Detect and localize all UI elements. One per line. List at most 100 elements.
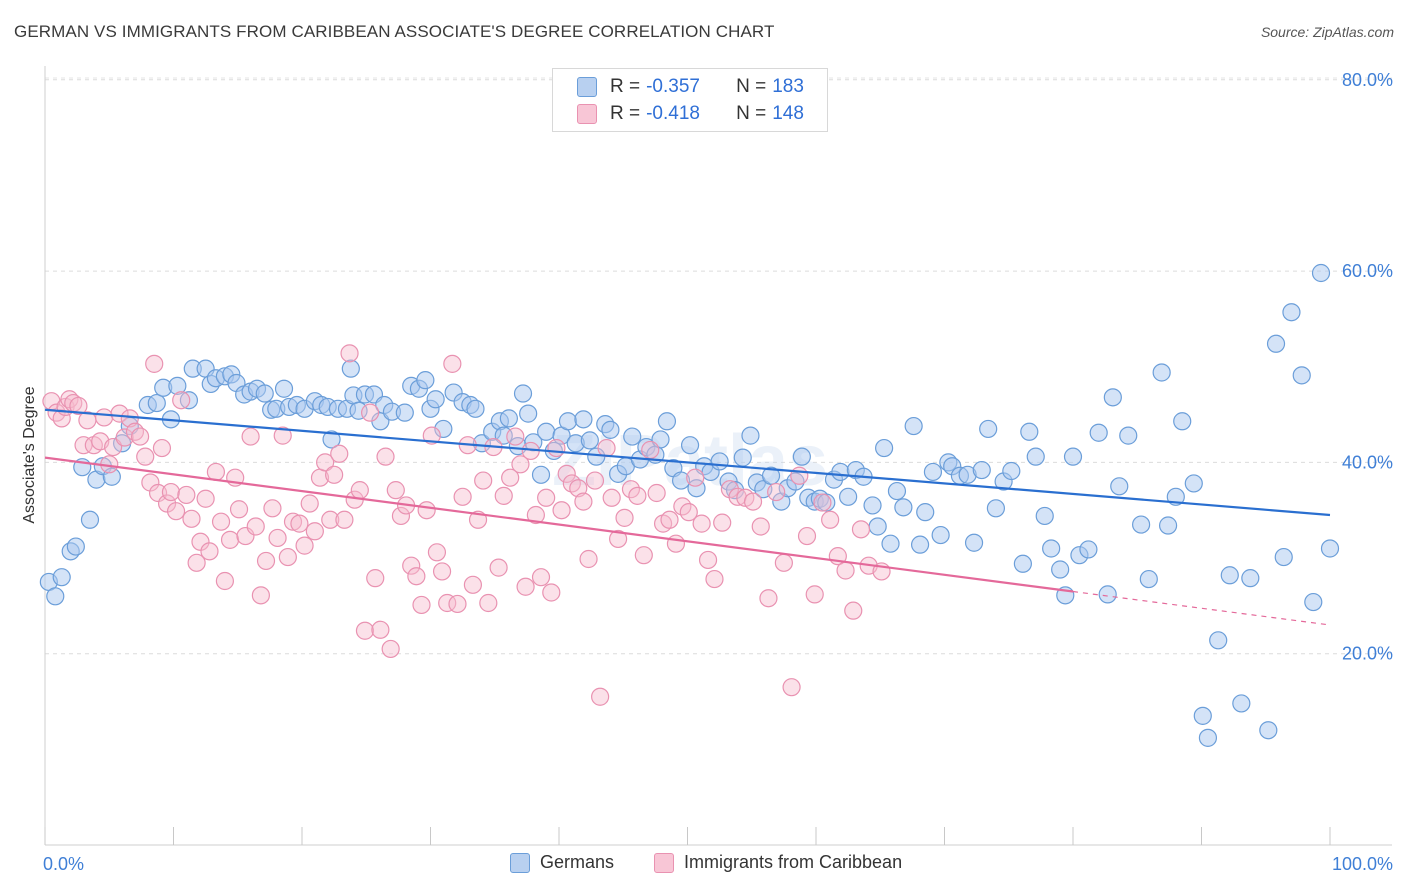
caribbean-point (506, 427, 525, 446)
caribbean-point (386, 481, 405, 500)
germans-point (531, 465, 551, 484)
germans-point (881, 534, 900, 553)
germans-point (52, 568, 71, 587)
germans-point (1274, 547, 1293, 567)
germans-point (537, 422, 556, 441)
germans-point (887, 481, 907, 501)
germans-point (1119, 426, 1138, 445)
caribbean-point (797, 526, 817, 546)
caribbean-point (145, 354, 164, 373)
caribbean-n-value: 148 (772, 103, 804, 124)
caribbean-point (321, 510, 340, 529)
germans-point (964, 533, 984, 552)
caribbean-point (316, 453, 335, 472)
caribbean-point (569, 479, 588, 498)
legend-r-label: R = (610, 76, 641, 97)
caribbean-point (136, 447, 155, 466)
caribbean-point (686, 468, 705, 487)
caribbean-r-value: -0.418 (646, 103, 700, 124)
germans-point (1232, 694, 1251, 713)
stats-legend: R = -0.357 N = 183 R = -0.418 N = 148 (552, 68, 828, 132)
germans-point (349, 401, 368, 420)
caribbean-point (557, 464, 576, 483)
axes (44, 66, 1392, 846)
germans-point (733, 448, 752, 467)
caribbean-point (479, 593, 498, 613)
caribbean-point (805, 585, 824, 604)
caribbean-point (463, 575, 483, 594)
caribbean-point (407, 567, 426, 586)
germans-point (46, 587, 65, 606)
germans-point (761, 466, 781, 485)
germans-point (671, 471, 691, 490)
caribbean-point (273, 426, 292, 445)
germans-point (916, 503, 935, 522)
y-tick-label: 60.0% (1342, 261, 1393, 281)
caribbean-point (182, 509, 201, 528)
caribbean-point (256, 551, 276, 571)
legend-n-label: N = (736, 76, 767, 97)
germans-point (839, 487, 858, 506)
caribbean-point (813, 493, 832, 512)
germans-point (1282, 303, 1301, 322)
caribbean-point (767, 482, 786, 502)
caribbean-point (821, 510, 840, 529)
caribbean-point (148, 483, 168, 503)
caribbean-point (443, 354, 462, 373)
caribbean-point (402, 556, 421, 575)
caribbean-point (453, 487, 472, 506)
caribbean-point (552, 501, 571, 520)
caribbean-point (705, 569, 724, 589)
caribbean-point (340, 344, 359, 363)
germans-point (66, 537, 85, 556)
germans-point (1152, 363, 1171, 382)
germans-point (1103, 388, 1122, 407)
germans-point (255, 384, 274, 403)
germans-point (274, 379, 294, 398)
germans-point (1013, 554, 1032, 573)
germans-point (817, 493, 836, 512)
grid (45, 77, 1392, 655)
caribbean-point (251, 586, 270, 605)
germans-point (1132, 515, 1151, 534)
x-tick-label: 100.0% (1332, 854, 1393, 874)
germans-legend-swatch (510, 852, 530, 873)
germans-point (623, 427, 642, 446)
germans-point (341, 359, 360, 378)
germans-point (792, 447, 811, 466)
caribbean-point (220, 530, 240, 549)
caribbean-point (448, 594, 467, 614)
caribbean-point (526, 505, 545, 525)
caribbean-point (836, 561, 855, 580)
caribbean-point (371, 620, 390, 639)
caribbean-point (412, 595, 431, 615)
caribbean-point (597, 438, 616, 458)
germans-point (1304, 592, 1323, 612)
germans-point (1035, 506, 1054, 526)
tick-labels: 20.0% 40.0% 60.0% 80.0% 0.0% 100.0% (43, 70, 1393, 874)
germans-point (1026, 447, 1045, 466)
germans-trend-line (44, 408, 1331, 517)
chart-title: GERMAN VS IMMIGRANTS FROM CARIBBEAN ASSO… (14, 22, 775, 41)
germans-point (1042, 539, 1061, 558)
caribbean-point (609, 529, 628, 549)
series-germans (39, 263, 1340, 747)
germans-point (1173, 412, 1192, 431)
caribbean-point (621, 480, 641, 499)
caribbean-point (95, 408, 114, 427)
germans-point (972, 460, 991, 480)
germans-point (147, 393, 166, 413)
germans-point (179, 391, 199, 410)
germans-point (80, 510, 100, 529)
chart-source: Source: ZipAtlas.com (1260, 24, 1394, 40)
caribbean-point (278, 547, 297, 567)
germans-point (416, 371, 435, 390)
bottom-legend-germans: Germans (510, 852, 614, 873)
caribbean-point (166, 502, 186, 521)
germans-point (322, 430, 341, 449)
caribbean-point (376, 447, 395, 466)
caribbean-point (432, 562, 452, 581)
caribbean-point (790, 466, 809, 485)
caribbean-point (743, 492, 763, 511)
caribbean-point (290, 514, 309, 533)
